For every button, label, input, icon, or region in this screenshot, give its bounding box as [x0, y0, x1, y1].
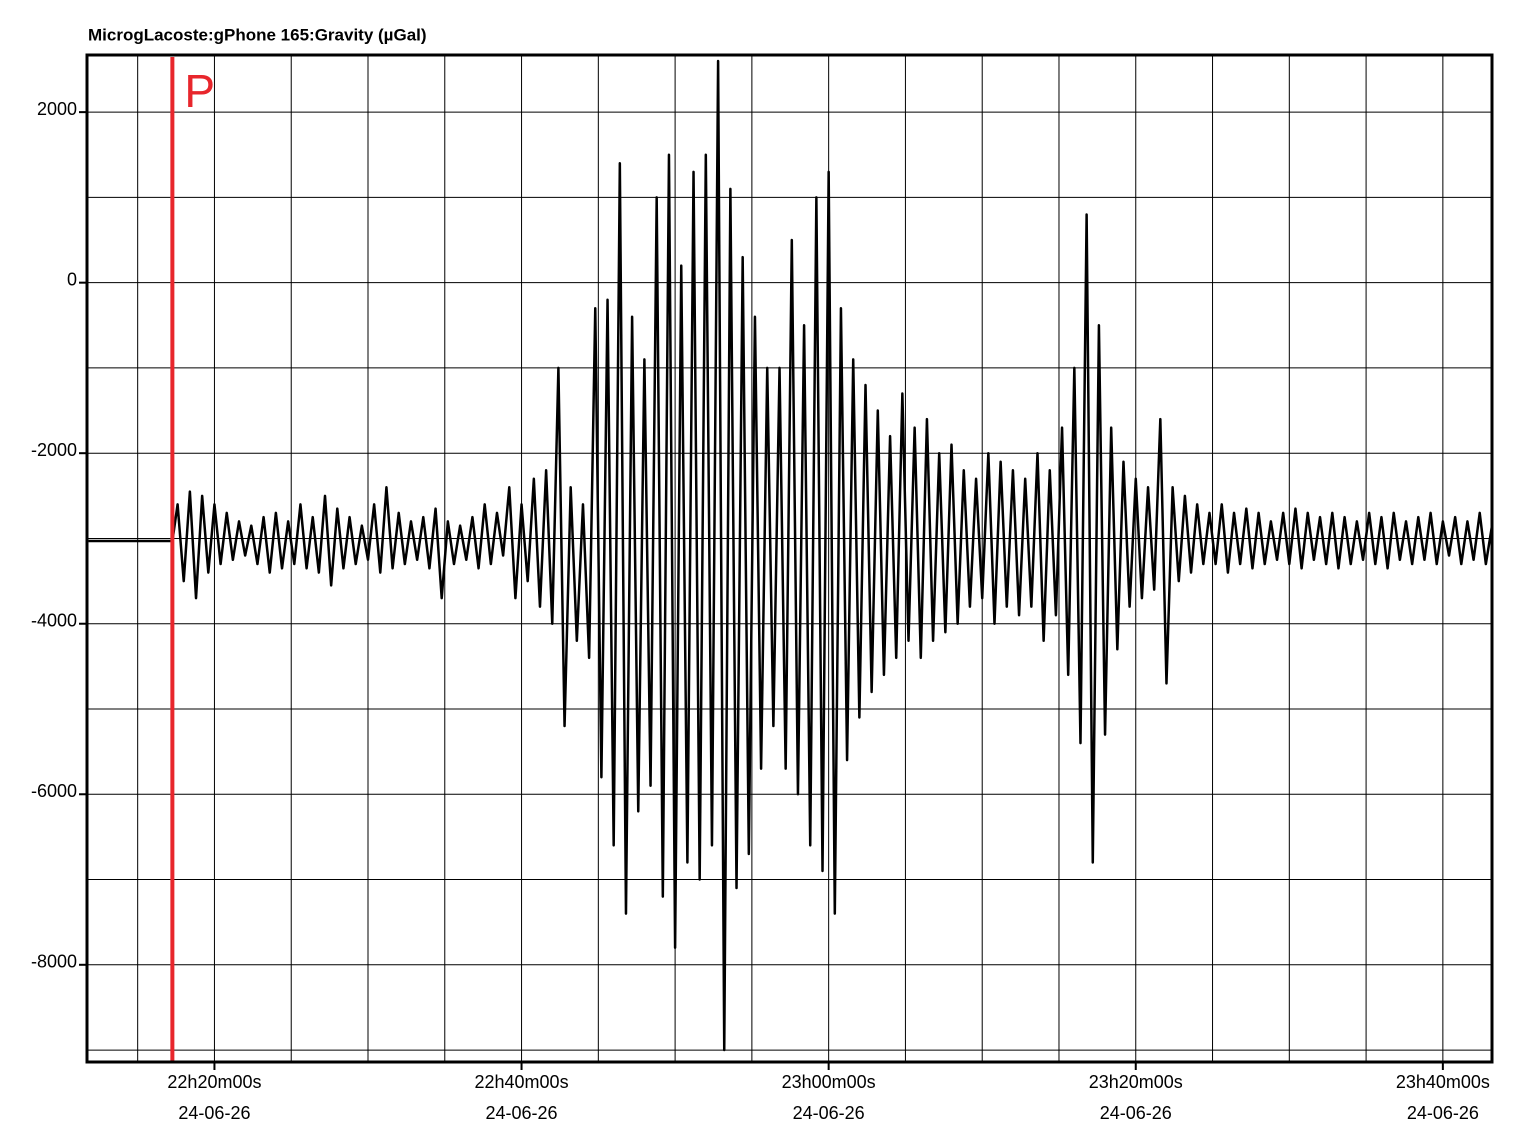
x-tick-label: 23h00m00s: [782, 1072, 876, 1092]
y-tick-label: 0: [67, 269, 77, 289]
x-tick-date: 24-06-26: [178, 1103, 250, 1123]
phase-label: P: [184, 65, 215, 117]
x-tick-label: 22h40m00s: [475, 1072, 569, 1092]
x-tick-label: 22h20m00s: [167, 1072, 261, 1092]
y-tick-label: -6000: [31, 781, 77, 801]
trace: [88, 59, 1494, 1052]
x-tick-label: 23h40m00s: [1396, 1072, 1490, 1092]
y-tick-label: -4000: [31, 610, 77, 630]
y-tick-label: -2000: [31, 440, 77, 460]
y-tick-label: 2000: [37, 99, 77, 119]
chart-title: MicrogLacoste:gPhone 165:Gravity (µGal): [88, 25, 427, 44]
plot-frame: [85, 53, 1494, 1064]
y-tick-label: -8000: [31, 952, 77, 972]
x-tick-date: 24-06-26: [1100, 1103, 1172, 1123]
x-tick-date: 24-06-26: [486, 1103, 558, 1123]
x-tick-label: 23h20m00s: [1089, 1072, 1183, 1092]
x-tick-date: 24-06-26: [793, 1103, 865, 1123]
x-tick-date: 24-06-26: [1407, 1103, 1479, 1123]
